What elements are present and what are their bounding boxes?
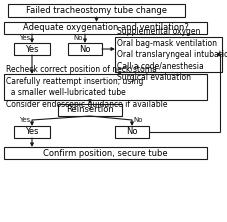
Text: No: No [74,35,83,41]
Text: Adequate oxygenation and ventilation?: Adequate oxygenation and ventilation? [22,24,188,32]
Bar [4,22,207,34]
Text: Confirm position, secure tube: Confirm position, secure tube [43,149,168,157]
Text: Reinsertion: Reinsertion [66,105,114,115]
Text: Recheck correct position of neck/stoma
Carefully reattempt insertion, using
  a : Recheck correct position of neck/stoma C… [6,65,168,109]
Bar [115,126,149,138]
Text: Supplemental oxygen
Oral bag-mask ventilation
Oral translaryngeal intubation
Cal: Supplemental oxygen Oral bag-mask ventil… [117,27,227,82]
Text: No: No [133,117,143,123]
Bar [14,126,50,138]
Bar [58,104,122,116]
Bar [4,147,207,159]
Text: Failed tracheostomy tube change: Failed tracheostomy tube change [26,6,167,15]
Bar [4,74,207,100]
Bar [14,43,50,55]
Text: No: No [79,44,91,54]
Text: Yes: Yes [19,35,30,41]
Text: Yes: Yes [25,44,39,54]
Text: Yes: Yes [19,117,30,123]
Text: Yes: Yes [25,127,39,137]
Bar [68,43,102,55]
Bar [8,4,185,17]
Bar [115,37,222,72]
Text: No: No [126,127,138,137]
